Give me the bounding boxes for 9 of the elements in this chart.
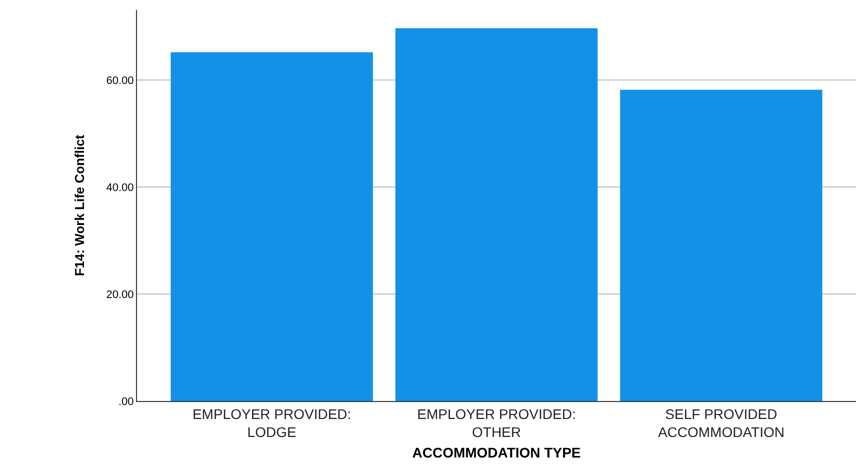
- x-tick-label: EMPLOYER PROVIDED: LODGE: [192, 406, 352, 440]
- y-tick-label: 60.00: [106, 74, 134, 87]
- x-tick-label: SELF PROVIDED ACCOMMODATION: [658, 406, 784, 440]
- x-axis-title: ACCOMMODATION TYPE: [412, 444, 581, 460]
- y-tick-label: .00: [118, 396, 134, 408]
- x-tick-label: EMPLOYER PROVIDED: OTHER: [417, 406, 576, 440]
- y-axis-title: F14: Work Life Conflict: [72, 134, 88, 276]
- y-tick-label: 20.00: [106, 288, 134, 301]
- y-tick-label: 40.00: [106, 182, 134, 194]
